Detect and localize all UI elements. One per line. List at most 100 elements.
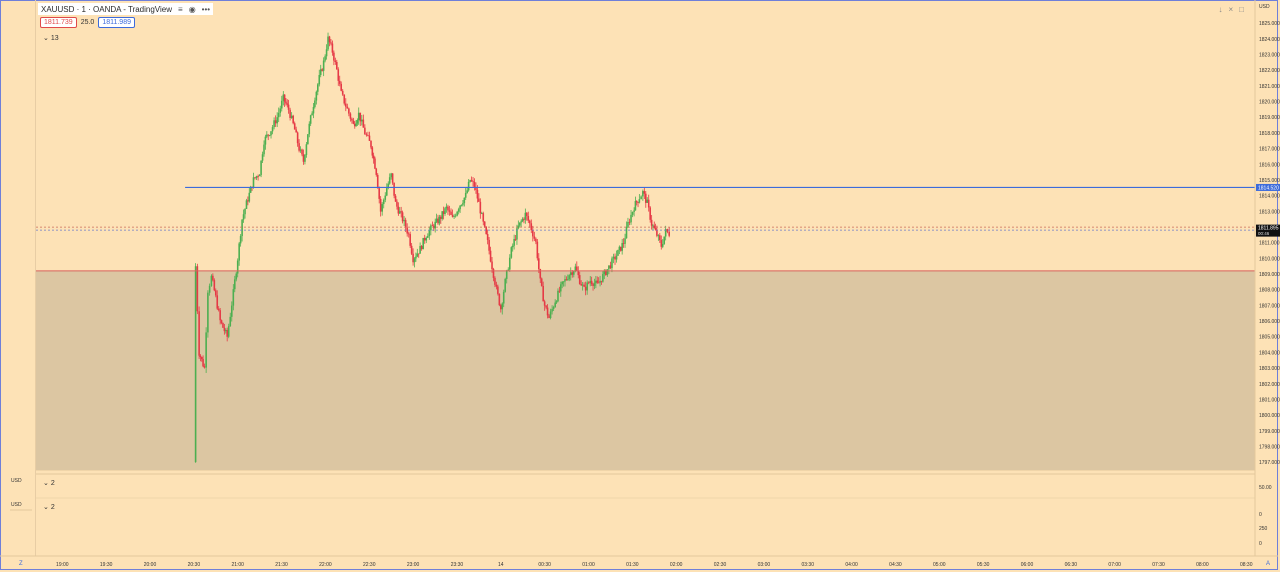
auto-scale-toggle[interactable]: A (1266, 561, 1271, 567)
candle-body (239, 236, 242, 244)
y-tick-label: 1824.000 (1259, 37, 1280, 43)
x-tick-label: 14 (498, 562, 504, 568)
pane-controls: ↓ × □ (1218, 5, 1244, 14)
candle-body (378, 188, 380, 199)
candle-body (348, 108, 350, 114)
candle-body (274, 120, 277, 124)
candle-body (226, 330, 228, 337)
x-tick-label: 06:00 (1021, 562, 1034, 568)
y-tick-label: 1822.000 (1259, 68, 1280, 74)
candle-body (622, 243, 625, 244)
candle-body (203, 366, 206, 368)
sub-pane-1-toggle[interactable]: ⌄ 2 (43, 479, 55, 487)
sub-pane-2-toggle[interactable]: ⌄ 2 (43, 503, 55, 511)
candle-body (464, 192, 467, 198)
candle-body (640, 196, 642, 200)
y-tick-label: 1797.000 (1259, 460, 1280, 466)
axis-currency[interactable]: USD (1259, 4, 1270, 10)
candle-body (410, 245, 413, 254)
candle-body (213, 280, 216, 291)
y-tick-label: 1819.000 (1259, 115, 1280, 121)
arrow-down-icon[interactable]: ↓ (1218, 5, 1223, 14)
candle-body (576, 266, 578, 271)
candle-body (612, 256, 615, 259)
candle-body (462, 203, 464, 205)
candle-body (359, 112, 362, 122)
candle-body (543, 301, 546, 306)
candle-body (393, 182, 395, 196)
candle-body (224, 330, 227, 332)
maximize-icon[interactable]: □ (1239, 5, 1244, 14)
candle-body (498, 293, 501, 306)
candle-body (475, 187, 477, 190)
timezone-toggle[interactable]: Z (19, 561, 23, 567)
candle-body (255, 176, 258, 179)
candle-body (510, 247, 513, 258)
drawing-toolbar[interactable] (0, 0, 36, 556)
candle-body (357, 112, 360, 121)
candle-body (238, 243, 240, 261)
candle-body (552, 307, 555, 309)
more-icon[interactable]: ••• (201, 4, 211, 14)
candle-body (382, 199, 385, 205)
horizontal-lines[interactable] (36, 186, 1255, 272)
symbol-legend[interactable]: XAUUSD · 1 · OANDA - TradingView ≡ ◉ ••• (38, 3, 214, 15)
eye-icon[interactable]: ◉ (188, 4, 196, 14)
price-axis[interactable]: 1825.000 1824.000 1823.000 1822.000 1821.000… (1259, 21, 1280, 466)
candle-body (444, 208, 446, 214)
candle-body (409, 234, 411, 246)
y-tick-label: 1825.000 (1259, 21, 1280, 27)
candle-body (467, 181, 470, 191)
layers-icon[interactable]: ≡ (178, 4, 183, 14)
candle-body (502, 291, 505, 304)
buy-button[interactable]: 1811.989 (98, 17, 135, 28)
candle-body (333, 52, 335, 61)
y-tick-label: 1799.000 (1259, 429, 1280, 435)
candle-body (273, 120, 275, 128)
candle-body (328, 36, 331, 43)
candle-body (367, 135, 369, 136)
candle-body (434, 221, 437, 229)
candle-body (217, 308, 220, 311)
sub-pane-axis: 50.00 0 250 0 (1259, 485, 1272, 547)
candle-body (583, 284, 585, 287)
blue-line-price-tag (1256, 183, 1280, 191)
candle-body (420, 246, 423, 250)
candle-body (321, 69, 323, 71)
sell-button[interactable]: 1811.739 (40, 17, 77, 28)
candle-body (536, 241, 539, 259)
candle-body (397, 206, 400, 214)
indicators-toggle[interactable]: ⌄ 13 (43, 34, 59, 42)
candle-body (524, 212, 527, 220)
candle-body (528, 220, 531, 224)
candle-body (605, 270, 607, 276)
candle-body (260, 160, 262, 175)
candle-body (388, 177, 391, 184)
candle-body (633, 210, 635, 212)
candle-body (472, 180, 474, 182)
candle-body (422, 237, 424, 250)
y-tick-label: 1800.000 (1259, 413, 1280, 419)
x-tick-label: 05:30 (977, 562, 990, 568)
candle-body (283, 94, 286, 102)
candle-body (483, 221, 486, 227)
candle-body (617, 249, 619, 256)
candle-body (514, 239, 517, 240)
candle-body (227, 326, 230, 337)
candle-body (307, 134, 309, 145)
time-axis[interactable]: 19:00 19:30 20:00 20:30 21:00 21:30 22:00 22:30… (56, 562, 1253, 568)
candle-body (596, 280, 599, 283)
candle-body (235, 273, 238, 280)
blue-line-price-label: 1814.520 (1258, 185, 1279, 191)
x-tick-label: 03:00 (758, 562, 771, 568)
candle-body (457, 209, 460, 212)
candle-body (657, 235, 660, 237)
candle-body (438, 216, 441, 224)
candle-body (352, 120, 355, 124)
quantity-field[interactable]: 25.0 (80, 19, 95, 26)
candle-body (331, 43, 334, 53)
candle-body (292, 115, 294, 124)
close-icon[interactable]: × (1228, 5, 1234, 14)
candle-body (615, 255, 618, 260)
